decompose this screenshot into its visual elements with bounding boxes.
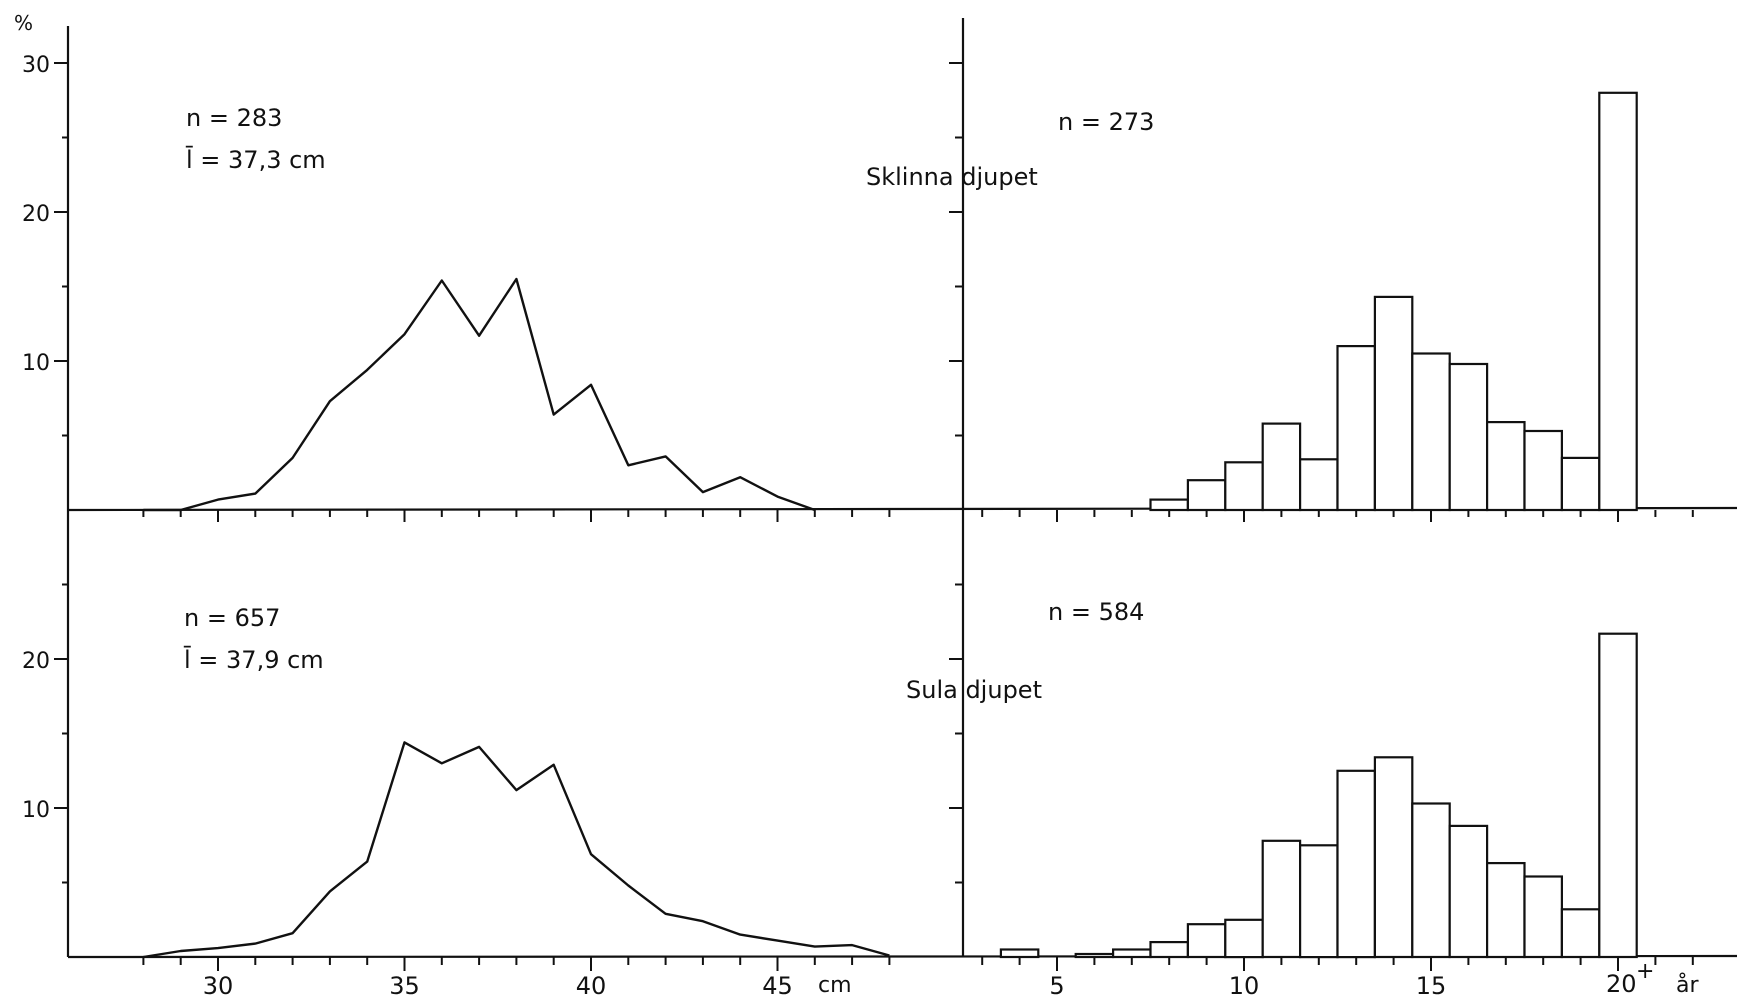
bottom-age-bar [1298, 844, 1339, 959]
top-left-n-annotation: n = 283 [186, 104, 282, 132]
bottom-age-bar [1523, 875, 1564, 959]
bottom-age-bar [1074, 952, 1115, 959]
top-age-bar [1373, 295, 1414, 512]
labels-layer: 10 20 30 10 20 30 35 40 45 5 10 15 n = 283 l̄ = 37,3 … [22, 53, 1446, 1000]
bottom-age-bar [1373, 756, 1414, 959]
top-length-curve [143, 277, 816, 512]
bottom-right-n-annotation: n = 584 [1048, 598, 1144, 626]
top-age-bar [1298, 458, 1339, 512]
bottom-panel-label: Sula djupet [906, 676, 1042, 704]
top-right-n-annotation: n = 273 [1058, 108, 1154, 136]
bottom-left-n-annotation: n = 657 [184, 604, 280, 632]
y-unit-label: % [14, 11, 33, 35]
top-age-bar [1523, 429, 1564, 512]
age-x-tick-label: 5 [1049, 972, 1064, 1000]
bottom-age-bar [1411, 802, 1451, 959]
bottom-age-bar [1261, 839, 1302, 959]
top-age-bar [1186, 479, 1227, 512]
top-panel-label: Sklinna djupet [866, 163, 1038, 191]
top-left-y-tick-label: 20 [22, 202, 50, 227]
top-age-bar [1560, 456, 1601, 512]
bottom-left-y-tick-label: 10 [22, 798, 50, 823]
left-x-unit-label: cm [818, 973, 852, 998]
top-left-mean-annotation: l̄ = 37,3 cm [185, 145, 325, 174]
length-x-tick-label: 45 [762, 972, 793, 1000]
age-x-tick-label: 10 [1229, 972, 1260, 1000]
bottom-left-y-tick-label: 20 [22, 649, 50, 674]
top-age-bar [1336, 345, 1377, 512]
top-left-y-tick-label: 30 [22, 53, 50, 78]
length-x-tick-label: 35 [389, 972, 420, 1000]
top-age-bar [1261, 422, 1302, 512]
bottom-left-mean-annotation: l̄ = 37,9 cm [183, 645, 323, 674]
bottom-length-curve [143, 741, 890, 959]
bottom-age-bar [1336, 769, 1377, 959]
top-left-y-tick-label: 10 [22, 351, 50, 376]
top-age-bar [1224, 461, 1264, 512]
bottom-age-bar [999, 948, 1040, 959]
bottom-age-bar [1111, 948, 1152, 959]
bottom-age-bar [1186, 923, 1227, 959]
top-age-bar [1448, 362, 1489, 512]
right-x-last-tick-mark: + [1636, 959, 1654, 984]
bottom-age-bar [1560, 908, 1601, 959]
age-x-tick-label: 15 [1416, 972, 1447, 1000]
length-x-tick-label: 40 [576, 972, 607, 1000]
bottom-age-bar [1224, 918, 1264, 959]
bottom-age-bar [1598, 632, 1638, 959]
bottom-age-bar [1485, 861, 1526, 959]
bottom-age-bar [1149, 940, 1190, 959]
length-x-tick-label: 30 [203, 972, 234, 1000]
top-age-bar [1149, 498, 1190, 512]
right-x-last-tick-label: 20 [1606, 970, 1637, 998]
top-age-bar [1598, 91, 1638, 512]
bottom-age-bar [1448, 824, 1489, 959]
top-age-bar [1411, 352, 1451, 512]
right-x-unit-label: år [1676, 972, 1699, 998]
top-age-bar [1485, 421, 1526, 512]
marks-layer [143, 91, 1638, 959]
